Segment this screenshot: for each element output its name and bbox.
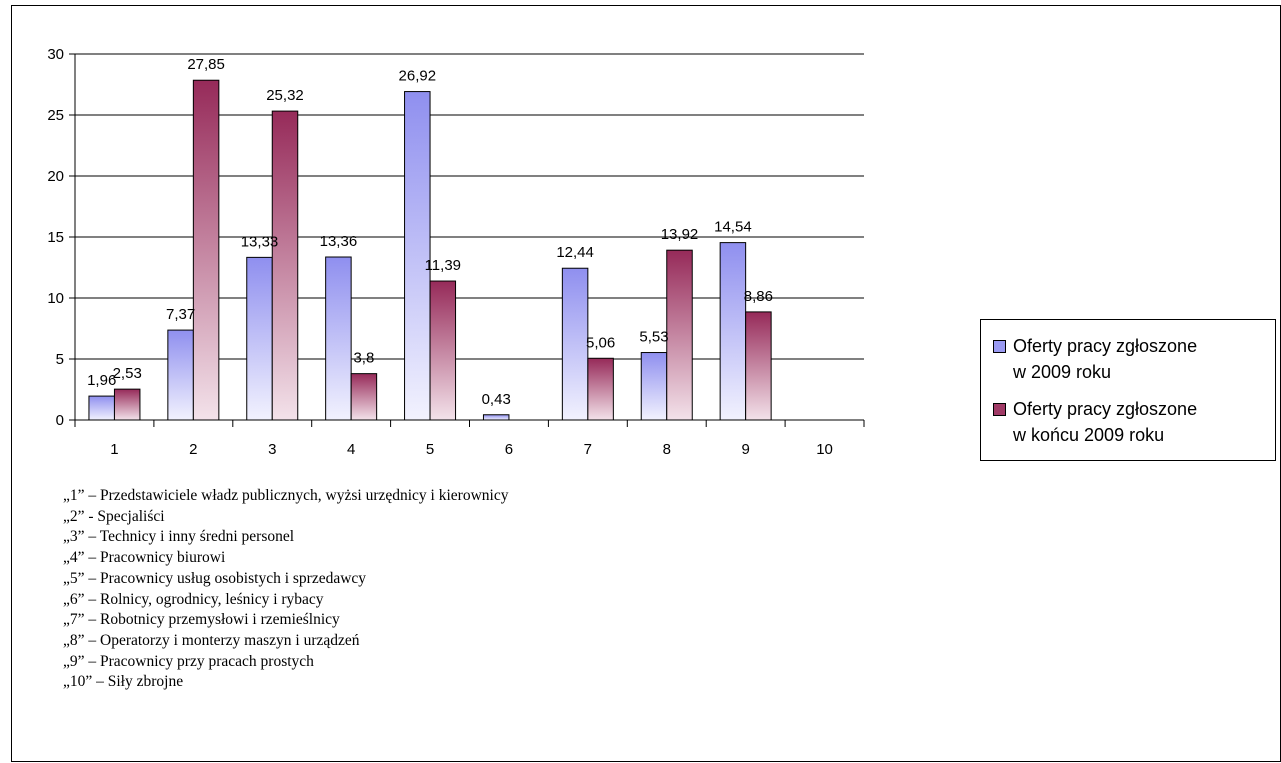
bar-series-1-cat-4	[325, 256, 352, 421]
x-tick-label: 8	[663, 441, 671, 458]
category-notes: „1” – Przedstawiciele władz publicznych,…	[63, 486, 508, 693]
data-label: 0,43	[482, 391, 511, 408]
x-tick-label: 2	[189, 441, 197, 458]
note-2: „2” - Specjaliści	[63, 507, 165, 525]
note-4: „4” – Pracownicy biurowi	[63, 549, 226, 567]
note-8: „8” – Operatorzy i monterzy maszyn i urz…	[63, 631, 360, 649]
y-tick-label: 5	[56, 351, 64, 368]
legend-label-end-2009-line2: w końcu 2009 roku	[1013, 425, 1165, 445]
y-tick-label: 25	[47, 107, 64, 124]
note-1: „1” – Przedstawiciele władz publicznych,…	[63, 487, 509, 504]
bar-series-2-cat-7	[587, 357, 614, 421]
x-tick-label: 1	[110, 441, 118, 458]
note-9: „9” – Pracownicy przy pracach prostych	[63, 652, 314, 670]
data-label: 1,96	[87, 372, 116, 389]
y-tick-label: 15	[47, 229, 64, 246]
legend-label-2009-line1: Oferty pracy zgłoszone	[1013, 336, 1198, 356]
y-tick-label: 0	[56, 412, 64, 429]
x-tick-label: 5	[426, 441, 434, 458]
bar-series-1-cat-9	[719, 242, 747, 421]
data-label: 5,06	[586, 334, 615, 351]
data-label: 2,53	[113, 365, 142, 382]
x-tick-label: 7	[584, 441, 592, 458]
data-label: 14,54	[714, 219, 752, 236]
y-tick-label: 30	[47, 46, 64, 63]
y-tick-label: 10	[47, 290, 64, 307]
bar-series-1-cat-8	[640, 352, 668, 421]
bar-series-2-cat-9	[745, 311, 772, 421]
legend-item-end-2009: Oferty pracy zgłoszone w końcu 2009 roku	[993, 396, 1273, 448]
data-label: 26,92	[399, 68, 437, 85]
note-6: „6” – Rolnicy, ogrodnicy, leśnicy i ryba…	[63, 590, 324, 608]
data-label: 12,44	[556, 244, 594, 261]
data-label: 13,92	[661, 226, 699, 243]
data-label: 13,33	[241, 233, 279, 250]
data-label: 27,85	[187, 56, 225, 73]
data-label: 11,39	[425, 257, 461, 274]
data-label: 25,32	[266, 87, 304, 104]
bar-series-2-cat-8	[666, 249, 693, 421]
x-tick-label: 4	[347, 441, 355, 458]
bar-series-1-cat-6	[482, 414, 510, 421]
legend-swatch-end-2009	[993, 403, 1006, 416]
bar-series-2-cat-3	[271, 110, 299, 421]
x-tick-label: 9	[741, 441, 749, 458]
note-3: „3” – Technicy i inny średni personel	[63, 528, 295, 546]
bar-series-1-cat-7	[561, 267, 589, 421]
legend-swatch-2009	[993, 340, 1006, 353]
note-10: „10” – Siły zbrojne	[63, 673, 184, 691]
legend-label-2009-line2: w 2009 roku	[1013, 362, 1112, 382]
bar-series-2-cat-2	[192, 79, 220, 421]
data-label: 5,53	[639, 329, 668, 346]
data-label: 7,37	[166, 306, 195, 323]
x-tick-label: 6	[505, 441, 513, 458]
bar-series-1-cat-5	[404, 91, 431, 421]
bar-series-1-cat-1	[88, 395, 115, 421]
note-5: „5” – Pracownicy usług osobistych i sprz…	[63, 569, 367, 587]
x-tick-label: 3	[268, 441, 276, 458]
legend-label-end-2009-line1: Oferty pracy zgłoszone	[1013, 399, 1198, 419]
data-label: 3,8	[353, 350, 374, 367]
bar-series-2-cat-4	[350, 373, 378, 421]
bar-series-1-cat-2	[167, 329, 194, 421]
data-label: 8,86	[744, 288, 773, 305]
y-tick-label: 20	[47, 168, 64, 185]
bar-series-2-cat-1	[113, 388, 141, 421]
note-7: „7” – Robotnicy przemysłowi i rzemieślni…	[63, 611, 340, 629]
bar-series-2-cat-5	[429, 280, 457, 421]
bar-series-1-cat-3	[246, 256, 273, 421]
chart-legend: Oferty pracy zgłoszone w 2009 roku Ofert…	[980, 319, 1276, 461]
legend-item-2009: Oferty pracy zgłoszone w 2009 roku	[993, 333, 1273, 385]
x-tick-label: 10	[816, 441, 833, 458]
data-label: 13,36	[320, 233, 358, 250]
